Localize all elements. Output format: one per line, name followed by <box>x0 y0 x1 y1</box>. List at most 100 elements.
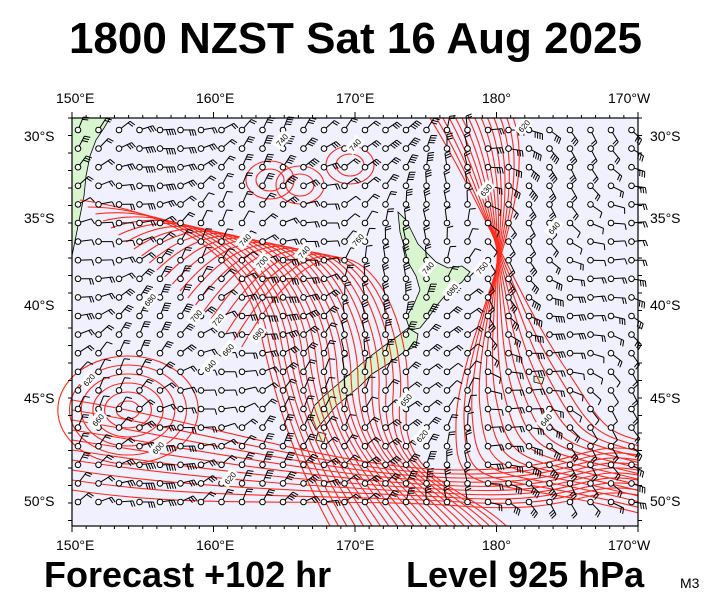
wind-barb <box>279 175 299 190</box>
wind-barb <box>74 116 90 134</box>
wind-barb <box>443 265 460 283</box>
wind-barb <box>443 245 457 264</box>
wind-barb <box>156 163 177 173</box>
wind-barb <box>382 173 400 190</box>
wind-barb <box>156 199 178 208</box>
wind-barb <box>607 219 627 230</box>
wind-barb <box>402 206 411 227</box>
wind-barb <box>607 145 621 165</box>
wind-barb <box>197 459 219 469</box>
wind-barb <box>136 378 154 394</box>
wind-barb <box>341 493 361 506</box>
chart-title: 1800 NZST Sat 16 Aug 2025 <box>68 14 643 63</box>
wind-barb <box>279 294 300 304</box>
wind-barb <box>115 272 136 283</box>
wind-barb <box>382 437 402 450</box>
wind-barb <box>525 312 543 328</box>
wind-barb <box>320 322 338 338</box>
wind-barb <box>177 461 198 470</box>
wind-barb <box>177 323 196 338</box>
lon-label-bottom-180: 180° <box>482 537 511 553</box>
wind-barb <box>279 256 300 266</box>
wind-barb <box>587 461 598 482</box>
wind-barb <box>464 343 484 357</box>
wind-barb <box>464 377 480 394</box>
wind-barb <box>484 126 505 135</box>
low-pressure-contour <box>104 391 152 429</box>
wind-barb <box>95 117 112 134</box>
wind-barb <box>74 345 95 357</box>
wind-barb <box>546 238 559 258</box>
wind-barb <box>279 471 297 487</box>
wind-barb <box>423 283 437 301</box>
wind-barb <box>74 329 96 338</box>
wind-barb <box>587 145 598 166</box>
wind-barb <box>259 234 280 245</box>
wind-barb <box>136 420 157 431</box>
wind-barb <box>525 461 542 478</box>
wind-barb <box>361 474 382 487</box>
wind-barb <box>587 368 604 385</box>
wind-barb <box>115 339 131 357</box>
wind-barb <box>74 414 90 431</box>
wind-barb <box>300 433 317 450</box>
wind-barb <box>423 134 438 152</box>
wind-barb <box>587 126 598 147</box>
wind-barb <box>566 256 584 271</box>
wind-barb <box>197 424 218 433</box>
wind-barb <box>484 480 504 491</box>
wind-barb <box>197 265 214 283</box>
wind-barb <box>95 238 115 248</box>
wind-barb <box>402 453 421 469</box>
wind-barb <box>136 461 157 470</box>
wind-barb <box>525 442 543 457</box>
wind-barb <box>95 292 116 301</box>
lon-label-top-160e: 160°E <box>196 90 235 106</box>
lat-label-left-40s: 40°S <box>24 297 55 313</box>
isobar-line <box>202 247 465 527</box>
wind-barb <box>238 368 259 377</box>
wind-barb <box>74 432 90 450</box>
wind-barb <box>546 368 566 377</box>
wind-barb <box>74 312 95 320</box>
wind-barb <box>546 442 561 461</box>
wind-barb <box>177 405 198 414</box>
wind-barb <box>115 201 136 211</box>
wind-barb <box>74 451 91 469</box>
wind-barb <box>259 172 275 190</box>
wind-barb <box>279 378 298 394</box>
isobar-line <box>442 117 639 452</box>
wind-barb <box>546 480 558 501</box>
lon-label-bottom-160e: 160°E <box>196 537 235 553</box>
wind-barb <box>443 206 451 227</box>
wind-barb <box>300 474 320 487</box>
wind-barb <box>566 163 577 185</box>
wind-barb <box>218 247 236 264</box>
wind-barb <box>382 121 402 134</box>
wind-barb <box>402 120 422 134</box>
wind-barb <box>402 470 419 487</box>
wind-barb <box>136 498 156 508</box>
wind-barb <box>341 394 353 413</box>
wind-barb <box>238 418 259 431</box>
wind-barb <box>156 321 173 338</box>
wind-barb <box>423 169 432 190</box>
wind-barb <box>525 145 542 162</box>
wind-barb <box>505 238 516 259</box>
lat-label-right-40s: 40°S <box>650 297 681 313</box>
wind-barb <box>607 368 621 388</box>
wind-barb <box>382 299 391 320</box>
wind-barb <box>156 231 176 245</box>
wind-barb <box>402 341 420 357</box>
wind-barb <box>156 341 174 357</box>
wind-barb <box>382 191 398 208</box>
wind-barb <box>238 172 254 190</box>
wind-barb <box>443 187 451 208</box>
wind-barb <box>566 182 578 203</box>
wind-barb <box>566 387 584 402</box>
wind-barb <box>177 344 197 357</box>
wind-barb <box>464 169 472 190</box>
wind-barb <box>546 294 564 307</box>
wind-barb <box>218 268 237 283</box>
wind-barb <box>464 360 482 376</box>
